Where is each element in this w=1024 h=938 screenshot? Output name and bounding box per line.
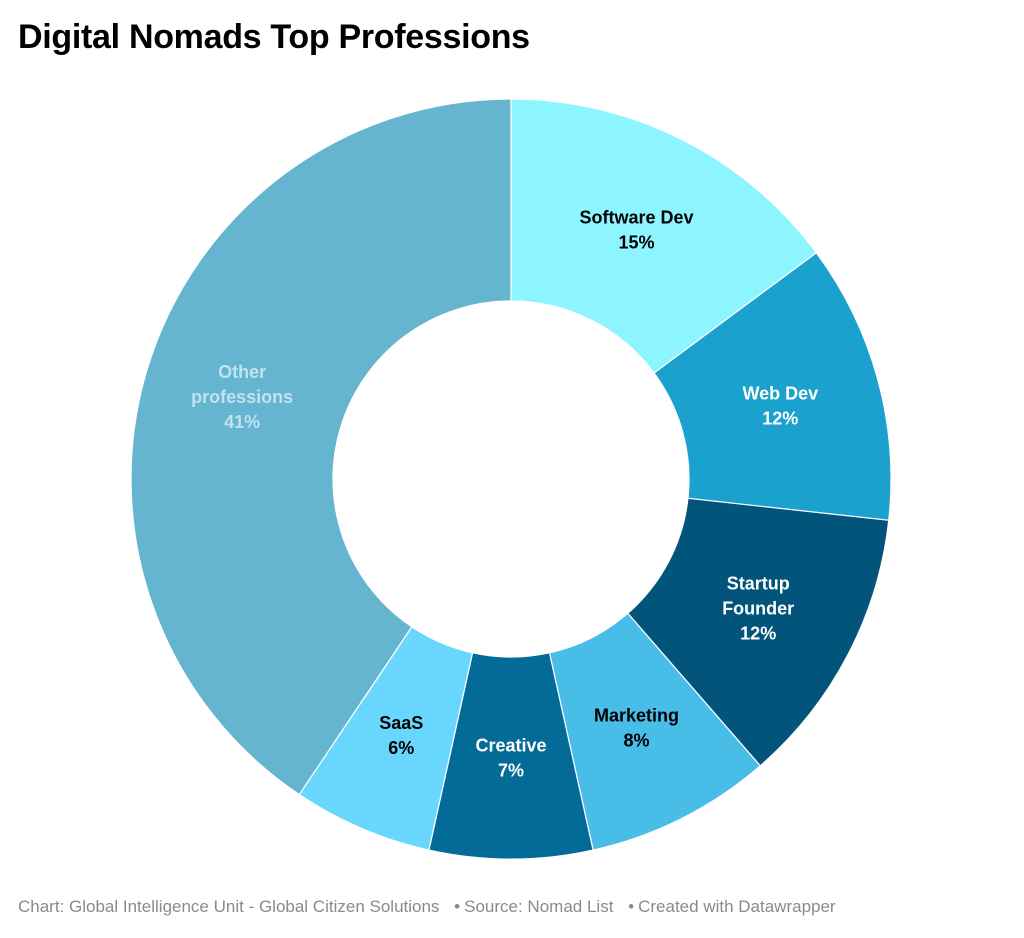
donut-slice-other-professions [130,98,512,796]
donut-slice-startup-founder [626,497,890,767]
donut-slice-software-dev [510,98,818,374]
slice-name: Web Dev [742,384,818,404]
chart-credit: Chart: Global Intelligence Unit - Global… [18,897,440,916]
separator-dot: • [454,897,461,916]
slice-name: Software Dev [579,207,693,227]
slice-value: 8% [623,731,649,751]
slice-label-other-professions: Other professions 41% [191,362,293,432]
slice-label-web-dev: Web Dev 12% [742,384,818,429]
slice-label-saas: SaaS 6% [379,713,423,758]
source-credit: Source: Nomad List [464,897,614,916]
donut-chart-svg: Software Dev 15% Web Dev 12% Startup Founder 1… [130,98,892,860]
slice-name: Other [218,362,266,382]
slice-name: professions [191,387,293,407]
chart-title: Digital Nomads Top Professions [18,18,530,56]
slice-value: 12% [762,409,798,429]
slice-value: 15% [618,232,654,252]
separator-dot: • [628,897,635,916]
slice-label-creative: Creative 7% [475,736,546,781]
slice-name: Founder [722,598,794,618]
donut-chart: Software Dev 15% Web Dev 12% Startup Founder 1… [0,80,1024,880]
slice-name: SaaS [379,713,423,733]
created-with-credit: Created with Datawrapper [638,897,836,916]
slice-name: Marketing [594,706,679,726]
slice-name: Startup [727,573,790,593]
slice-label-software-dev: Software Dev 15% [579,207,693,252]
slice-value: 6% [388,738,414,758]
chart-footer: Chart: Global Intelligence Unit - Global… [18,897,840,917]
slice-name: Creative [475,736,546,756]
slice-value: 41% [224,412,260,432]
slice-label-startup-founder: Startup Founder 12% [722,573,794,643]
slice-value: 7% [498,761,524,781]
slice-label-marketing: Marketing 8% [594,706,679,751]
donut-slice-web-dev [653,251,892,521]
slice-value: 12% [740,623,776,643]
